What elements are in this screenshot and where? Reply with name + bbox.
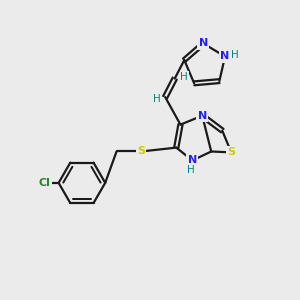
- Text: S: S: [137, 146, 145, 157]
- Text: H: H: [153, 94, 161, 104]
- Text: H: H: [180, 72, 188, 82]
- Text: H: H: [231, 50, 239, 60]
- Text: N: N: [198, 111, 207, 121]
- Text: N: N: [188, 155, 197, 166]
- Text: S: S: [227, 147, 235, 158]
- Text: N: N: [220, 52, 230, 61]
- Text: H: H: [187, 165, 195, 175]
- Text: Cl: Cl: [38, 178, 50, 188]
- Text: N: N: [199, 38, 208, 49]
